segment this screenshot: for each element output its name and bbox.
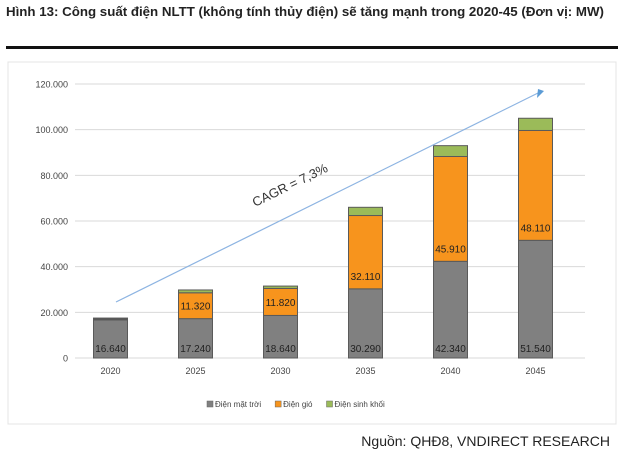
bar-segment — [263, 287, 298, 316]
y-tick-label: 40.000 — [40, 262, 68, 272]
data-label: 45.910 — [435, 244, 466, 255]
y-tick-label: 20.000 — [40, 308, 68, 318]
legend-swatch — [326, 400, 333, 408]
bar-segment — [348, 215, 383, 290]
data-label: 11.320 — [181, 302, 211, 313]
legend-label: Điện mặt trời — [215, 400, 261, 409]
bar-segment — [93, 317, 128, 321]
y-tick-label: 60.000 — [40, 217, 68, 227]
data-label: 17.240 — [180, 344, 211, 355]
y-tick-label: 100.000 — [35, 125, 68, 135]
data-label: 18.640 — [265, 344, 296, 355]
legend-label: Điện sinh khối — [335, 400, 385, 409]
bar-segment — [263, 285, 298, 289]
data-label: 51.540 — [520, 344, 551, 355]
bar-segment — [433, 260, 468, 359]
chart-frame — [7, 61, 617, 425]
bar-segment — [518, 129, 553, 241]
bar-segment — [518, 239, 553, 359]
legend-swatch — [274, 400, 282, 408]
bar-segment — [348, 288, 383, 359]
x-tick-label: 2035 — [355, 366, 375, 376]
trend-arrowhead — [537, 89, 544, 98]
data-label: 30.290 — [350, 344, 381, 355]
bar-segment — [178, 289, 213, 294]
y-tick-label: 0 — [63, 354, 68, 364]
bar-segment — [348, 206, 383, 217]
x-tick-label: 2040 — [440, 366, 460, 376]
bar-segment — [433, 155, 468, 262]
trend-arrow-line — [115, 92, 539, 303]
data-label: 16.640 — [95, 344, 126, 355]
x-tick-label: 2045 — [525, 366, 545, 376]
y-tick-label: 80.000 — [40, 171, 68, 181]
bar-segment — [518, 117, 553, 131]
bar-segment — [263, 314, 298, 359]
data-label: 42.340 — [435, 344, 466, 355]
bar-segment — [178, 318, 213, 359]
legend-swatch — [206, 400, 214, 408]
x-tick-label: 2025 — [185, 366, 205, 376]
x-tick-label: 2020 — [100, 366, 120, 376]
y-tick-label: 120.000 — [35, 80, 68, 90]
source-note: Nguồn: QHĐ8, VNDIRECT RESEARCH — [361, 433, 610, 449]
data-label: 48.110 — [521, 223, 551, 234]
data-label: 32.110 — [351, 272, 381, 283]
data-label: 11.820 — [266, 298, 296, 309]
x-tick-label: 2030 — [270, 366, 290, 376]
legend-label: Điện gió — [283, 400, 313, 409]
figure-title: Hình 13: Công suất điện NLTT (không tính… — [6, 4, 604, 19]
bar-segment — [433, 145, 468, 157]
bar-segment — [93, 319, 128, 359]
title-divider — [6, 46, 618, 49]
